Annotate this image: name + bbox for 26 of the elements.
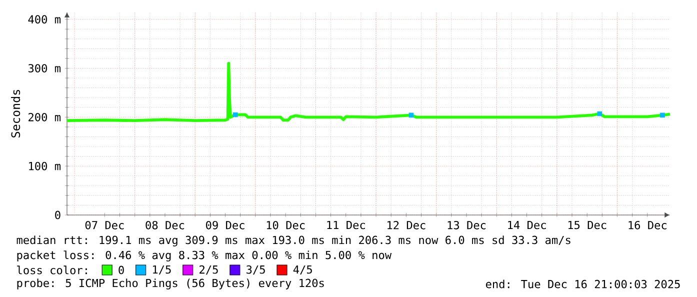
x-tick-label: 15 Dec <box>568 220 606 230</box>
x-tick-label: 07 Dec <box>85 220 124 230</box>
x-tick-label: 16 Dec <box>628 220 666 230</box>
text: end: Tue Dec 16 21:00:03 2025 <box>486 280 680 288</box>
legend-label: 4/5 <box>293 265 312 275</box>
y-tick-label: 200 m <box>28 112 61 122</box>
legend-label: 3/5 <box>246 265 265 275</box>
x-tick-label: 13 Dec <box>448 220 486 230</box>
y-tick-label: 100 m <box>29 162 61 170</box>
text: packet loss: 0.46 % avg 8.33 % max 0.00 % min 5.00 % now <box>17 250 392 262</box>
x-tick-label: 08 Dec <box>146 220 184 230</box>
legend-label: 2/5 <box>200 265 218 275</box>
y-axis-title: Seconds <box>11 90 20 138</box>
y-tick-label: 400 m <box>28 15 61 24</box>
y-tick-label: 0 <box>55 210 60 220</box>
text: median rtt: 199.1 ms avg 309.9 ms max 193.0 ms min 206.3 ms now 6.0 ms sd 33.3 am/s <box>16 236 570 246</box>
legend-label: 1/5 <box>153 265 171 275</box>
x-tick-label: 14 Dec <box>508 220 546 230</box>
x-tick-label: 10 Dec <box>266 220 305 230</box>
text: probe: 5 ICMP Echo Pings (56 Bytes) every 120s <box>17 278 324 290</box>
x-tick-label: 11 Dec <box>327 220 365 230</box>
legend-label: 0 <box>118 266 124 274</box>
y-tick-label: 300 m <box>28 64 61 72</box>
legend-title: loss color: <box>17 266 87 274</box>
x-tick-label: 09 Dec <box>206 220 244 230</box>
x-tick-label: 12 Dec <box>388 220 426 230</box>
